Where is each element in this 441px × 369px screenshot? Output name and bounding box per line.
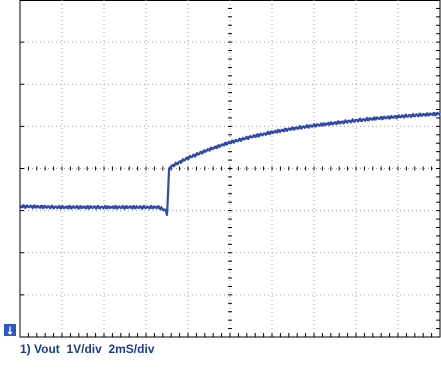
data-point: [167, 193, 169, 195]
data-point: [158, 206, 160, 208]
data-point: [439, 113, 441, 115]
data-point: [292, 127, 294, 130]
data-point: [61, 206, 63, 208]
data-point: [250, 136, 252, 138]
data-point: [313, 124, 315, 127]
data-point: [170, 165, 172, 167]
data-point: [187, 157, 189, 159]
data-point: [103, 206, 105, 208]
data-point: [165, 210, 167, 212]
data-point: [397, 116, 399, 118]
data-point: [166, 214, 168, 216]
data-point: [179, 161, 181, 163]
data-point: [19, 205, 21, 208]
channel-caption: 1) Vout 1V/div 2mS/div: [20, 342, 155, 356]
data-point: [355, 119, 357, 122]
data-point: [168, 167, 170, 170]
data-point: [418, 114, 420, 116]
data-point: [208, 148, 210, 151]
data-point: [376, 117, 378, 119]
data-point: [145, 206, 147, 208]
data-point: [334, 122, 336, 124]
channel-marker-arrow: ↓: [5, 325, 14, 338]
data-point: [271, 131, 273, 133]
channel-marker: [4, 324, 16, 336]
data-point: [229, 141, 231, 143]
